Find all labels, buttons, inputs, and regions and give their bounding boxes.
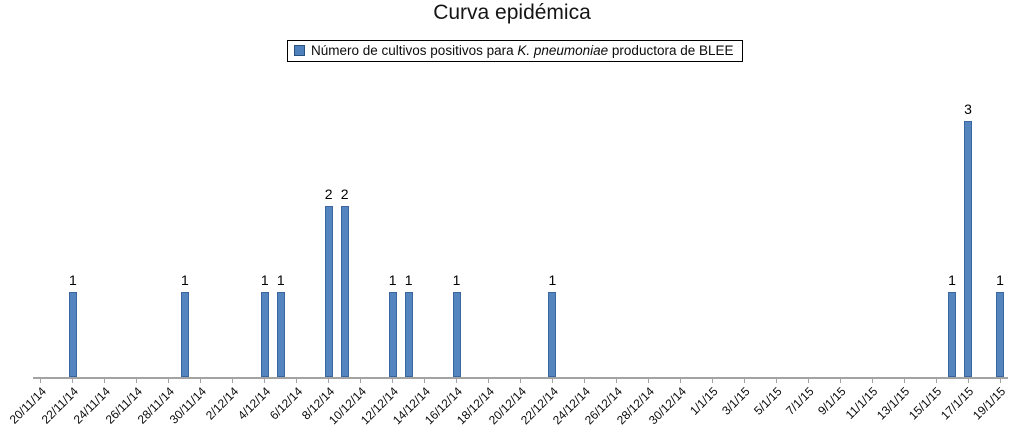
bar [996, 292, 1004, 377]
x-axis-tick [935, 379, 937, 383]
x-axis-tick [360, 379, 362, 383]
bar [388, 292, 397, 377]
x-axis-tick [328, 379, 330, 383]
legend-box: Número de cultivos positivos para K. pne… [287, 40, 743, 62]
x-axis-tick [999, 379, 1001, 383]
bar-value-label: 1 [276, 272, 285, 288]
x-axis-tick-label: 5/1/15 [750, 384, 785, 418]
x-axis-tick [871, 379, 873, 383]
bar-value-label: 2 [324, 186, 333, 202]
bar [324, 206, 333, 377]
chart-title: Curva epidémica [433, 1, 591, 24]
x-axis-tick [392, 379, 394, 383]
bar-value-label: 1 [180, 272, 189, 288]
bar-value-label: 1 [260, 272, 269, 288]
x-axis-tick [168, 379, 170, 383]
x-axis-tick [424, 379, 426, 383]
x-axis-tick [264, 379, 266, 383]
x-axis-tick [72, 379, 74, 383]
bar-value-label: 2 [340, 186, 349, 202]
bar-value-label: 1 [948, 272, 956, 288]
x-axis-tick [104, 379, 106, 383]
x-axis-tick-label: 2/12/14 [202, 384, 241, 423]
bar [404, 292, 413, 377]
x-axis-tick [583, 379, 585, 383]
x-axis-tick [488, 379, 490, 383]
legend-series-marker-icon [294, 45, 305, 56]
bar [548, 292, 557, 377]
x-axis-tick [775, 379, 777, 383]
bar-value-label: 3 [964, 101, 972, 117]
x-axis-tick-label: 11/1/15 [842, 384, 881, 422]
legend-label: Número de cultivos positivos para K. pne… [311, 43, 734, 58]
x-axis-tick [296, 379, 298, 383]
x-axis-tick-label: 4/12/14 [234, 384, 273, 423]
legend-text-suffix: productora de BLEE [608, 43, 734, 58]
x-axis-tick-label: 6/12/14 [266, 384, 305, 423]
x-axis-tick [40, 379, 42, 383]
x-axis-tick-label: 1/1/15 [687, 384, 721, 418]
bar [452, 292, 461, 377]
legend-text-species: K. pneumoniae [517, 43, 609, 58]
x-axis-tick-label: 19/1/15 [969, 384, 1009, 423]
bar [260, 292, 269, 377]
bar [948, 292, 957, 377]
bar [180, 292, 189, 377]
bar-value-label: 1 [69, 272, 77, 288]
x-axis-tick [232, 379, 234, 383]
x-axis-tick-label: 13/1/15 [874, 384, 913, 423]
x-axis-tick-label: 7/1/15 [782, 384, 817, 418]
x-axis-tick [551, 379, 553, 383]
x-axis-tick [647, 379, 649, 383]
bar [964, 121, 973, 377]
x-axis-tick [903, 379, 905, 383]
x-axis-tick [967, 379, 969, 383]
bar-value-label: 1 [996, 272, 1004, 288]
x-axis-tick [807, 379, 809, 383]
legend-text-prefix: Número de cultivos positivos para [311, 43, 518, 58]
x-axis-tick-label: 15/1/15 [906, 384, 945, 423]
bar-value-label: 1 [404, 272, 413, 288]
x-axis-tick [200, 379, 202, 383]
x-axis-tick-label: 17/1/15 [938, 384, 977, 423]
bar [68, 292, 77, 377]
x-axis-tick [456, 379, 458, 383]
x-axis-tick [136, 379, 138, 383]
x-axis-tick [679, 379, 681, 383]
x-axis-tick [743, 379, 745, 383]
bar-value-label: 1 [548, 272, 557, 288]
x-axis-tick [839, 379, 841, 383]
bar-value-label: 1 [388, 272, 397, 288]
x-axis-tick [520, 379, 521, 383]
bar [276, 292, 285, 377]
bar-value-label: 1 [452, 272, 461, 288]
x-axis-tick [615, 379, 617, 383]
x-axis-tick [711, 379, 713, 383]
x-axis-tick-label: 3/1/15 [718, 384, 753, 418]
bar [340, 206, 349, 377]
x-axis-line [33, 377, 1008, 379]
